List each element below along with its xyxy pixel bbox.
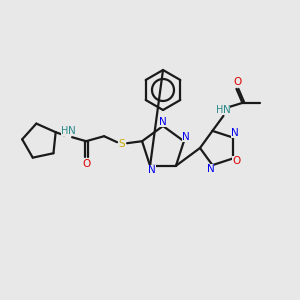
- Text: N: N: [223, 105, 230, 115]
- Text: O: O: [82, 159, 90, 169]
- Text: N: N: [68, 126, 76, 136]
- Text: S: S: [119, 139, 125, 149]
- Text: N: N: [231, 128, 239, 138]
- Text: H: H: [61, 126, 69, 136]
- Text: O: O: [233, 77, 242, 87]
- Text: N: N: [148, 165, 156, 175]
- Text: N: N: [159, 117, 167, 127]
- Text: N: N: [182, 132, 190, 142]
- Text: H: H: [216, 105, 223, 115]
- Text: O: O: [232, 156, 241, 166]
- Text: N: N: [207, 164, 214, 174]
